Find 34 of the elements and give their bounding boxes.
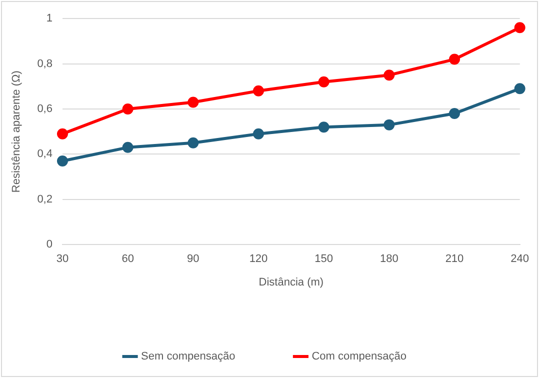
legend-label: Sem compensação [141,350,236,363]
legend-label: Com compensação [312,350,406,363]
y-tick-label: 0,4 [37,148,52,160]
point [56,155,68,166]
y-tick-label: 0,8 [37,58,52,70]
point [122,104,134,114]
x-tick-label: 90 [187,253,200,266]
point [384,119,395,130]
point [122,142,134,153]
point [448,108,460,120]
point [56,128,68,140]
point [188,96,199,108]
point [514,83,526,94]
x-tick-label: 120 [249,253,268,266]
x-tick-label: 60 [122,253,134,266]
y-tick-label: 0,6 [37,103,52,116]
point [252,128,264,140]
x-axis-title: Distância (m) [258,276,324,288]
point [318,76,330,88]
point [252,85,264,96]
y-tick-label: 1 [46,12,52,25]
x-tick-label: 180 [380,253,398,266]
y-axis-title: Resistência aparente (Ω) [10,70,23,193]
point [188,137,199,148]
x-tick-label: 240 [510,253,530,266]
x-tick-label: 30 [56,253,69,266]
x-tick-label: 150 [314,253,334,266]
x-tick-label: 210 [445,253,464,266]
point [448,54,460,65]
y-tick-label: 0 [46,238,52,251]
point [318,122,330,133]
point [514,22,526,34]
point [384,70,395,81]
y-tick-label: 0,2 [37,193,52,206]
